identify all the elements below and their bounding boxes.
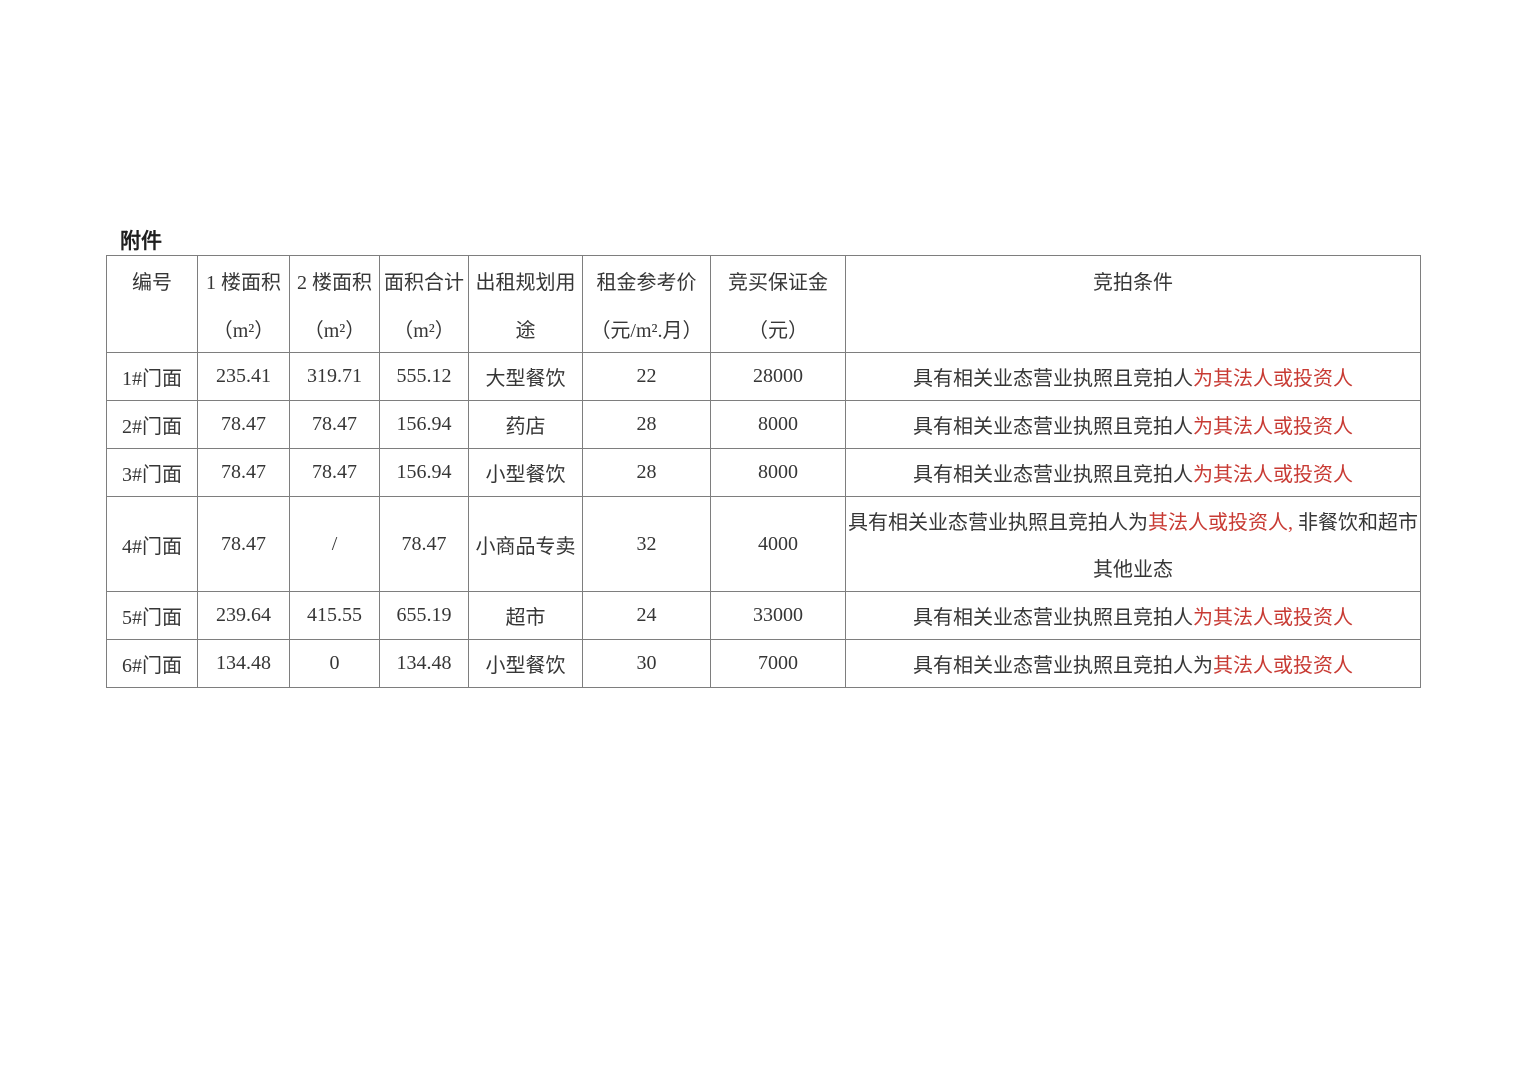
cell-planned-use: 药店 <box>468 400 583 449</box>
condition-text: 具有相关业态营业执照且竞拍人为 <box>848 512 1148 534</box>
table-row: 6#门面 134.48 0 134.48 小型餐饮 30 7000 具有相关业态… <box>106 639 1421 688</box>
condition-line2: 其他业态 <box>1093 559 1173 581</box>
header-cell-total-area: 面积合计 （m²） <box>379 255 469 353</box>
header-line2: （m²） <box>212 319 275 342</box>
header-line1: 1 楼面积 <box>206 271 281 294</box>
header-cell-floor2-area: 2 楼面积 （m²） <box>289 255 380 353</box>
cell-deposit: 28000 <box>710 352 846 401</box>
cell-id: 1#门面 <box>106 352 198 401</box>
cell-floor1-area: 134.48 <box>197 639 290 688</box>
cell-total-area: 156.94 <box>379 448 469 497</box>
condition-text: 具有相关业态营业执照且竞拍人 <box>913 464 1193 486</box>
condition-text-red: 为其法人或投资人 <box>1193 464 1353 486</box>
cell-deposit: 33000 <box>710 591 846 640</box>
cell-id: 6#门面 <box>106 639 198 688</box>
condition-text: 具有相关业态营业执照且竞拍人 <box>913 368 1193 390</box>
cell-total-area: 655.19 <box>379 591 469 640</box>
table-row: 4#门面 78.47 / 78.47 小商品专卖 32 4000 具有相关业态营… <box>106 496 1421 592</box>
cell-deposit: 8000 <box>710 448 846 497</box>
condition-text: 非餐饮和超市 <box>1293 512 1418 534</box>
header-cell-auction-conditions: 竞拍条件 <box>845 255 1421 353</box>
condition-text-red: 为其法人或投资人 <box>1193 416 1353 438</box>
header-line2: （m²） <box>393 319 455 342</box>
condition-text: 具有相关业态营业执照且竞拍人 <box>913 607 1193 629</box>
cell-auction-condition: 具有相关业态营业执照且竞拍人为其法人或投资人 <box>845 639 1421 688</box>
cell-planned-use: 超市 <box>468 591 583 640</box>
cell-floor1-area: 78.47 <box>197 448 290 497</box>
header-line1: 租金参考价 <box>596 271 697 294</box>
header-cell-planned-use: 出租规划用 途 <box>468 255 583 353</box>
cell-reference-rent: 28 <box>582 448 711 497</box>
cell-auction-condition: 具有相关业态营业执照且竞拍人为其法人或投资人 <box>845 591 1421 640</box>
cell-floor1-area: 78.47 <box>197 400 290 449</box>
table-row: 2#门面 78.47 78.47 156.94 药店 28 8000 具有相关业… <box>106 400 1421 449</box>
header-line1: 编号 <box>132 271 172 294</box>
cell-floor2-area: 319.71 <box>289 352 380 401</box>
condition-text-red: 其法人或投资人, <box>1148 512 1293 534</box>
cell-deposit: 7000 <box>710 639 846 688</box>
cell-planned-use: 小商品专卖 <box>468 496 583 592</box>
header-cell-reference-rent: 租金参考价 （元/m².月） <box>582 255 711 353</box>
header-line1: 竞买保证金 <box>728 271 828 294</box>
cell-floor2-area: 78.47 <box>289 400 380 449</box>
cell-id: 4#门面 <box>106 496 198 592</box>
cell-deposit: 8000 <box>710 400 846 449</box>
cell-auction-condition: 具有相关业态营业执照且竞拍人为其法人或投资人 <box>845 448 1421 497</box>
cell-reference-rent: 24 <box>582 591 711 640</box>
header-cell-floor1-area: 1 楼面积 （m²） <box>197 255 290 353</box>
cell-reference-rent: 28 <box>582 400 711 449</box>
header-line2: （元/m².月） <box>590 319 703 342</box>
header-line1: 竞拍条件 <box>1093 271 1173 294</box>
cell-planned-use: 小型餐饮 <box>468 448 583 497</box>
condition-line1: 具有相关业态营业执照且竞拍人为 其法人或投资人, 非餐饮和超市 <box>847 498 1420 545</box>
cell-deposit: 4000 <box>710 496 846 592</box>
header-line2: （m²） <box>303 319 366 342</box>
header-line2: 途 <box>515 319 536 342</box>
header-line2 <box>847 304 1420 352</box>
header-line2 <box>108 304 197 352</box>
header-line2: （元） <box>748 319 808 342</box>
header-line1: 出租规划用 <box>475 271 576 294</box>
cell-floor2-area: 415.55 <box>289 591 380 640</box>
table-header-row: 编号 1 楼面积 （m²） 2 楼面积 （m²） 面积合计 （m²） 出租规划用 <box>106 255 1421 353</box>
header-cell-id: 编号 <box>106 255 198 353</box>
header-line1: 2 楼面积 <box>297 271 372 294</box>
cell-id: 2#门面 <box>106 400 198 449</box>
cell-total-area: 555.12 <box>379 352 469 401</box>
cell-floor1-area: 239.64 <box>197 591 290 640</box>
cell-total-area: 134.48 <box>379 639 469 688</box>
cell-reference-rent: 30 <box>582 639 711 688</box>
cell-planned-use: 大型餐饮 <box>468 352 583 401</box>
table-row: 1#门面 235.41 319.71 555.12 大型餐饮 22 28000 … <box>106 352 1421 401</box>
cell-floor1-area: 235.41 <box>197 352 290 401</box>
condition-text-red: 为其法人或投资人 <box>1193 368 1353 390</box>
attachment-label: 附件 <box>120 230 162 253</box>
cell-floor2-area: / <box>289 496 380 592</box>
cell-total-area: 156.94 <box>379 400 469 449</box>
cell-total-area: 78.47 <box>379 496 469 592</box>
cell-floor2-area: 78.47 <box>289 448 380 497</box>
condition-text-red: 为其法人或投资人 <box>1193 607 1353 629</box>
table-row: 5#门面 239.64 415.55 655.19 超市 24 33000 具有… <box>106 591 1421 640</box>
condition-text: 具有相关业态营业执照且竞拍人为 <box>913 655 1213 677</box>
cell-floor2-area: 0 <box>289 639 380 688</box>
storefront-auction-table: 编号 1 楼面积 （m²） 2 楼面积 （m²） 面积合计 （m²） 出租规划用 <box>106 255 1421 688</box>
cell-auction-condition: 具有相关业态营业执照且竞拍人为其法人或投资人 <box>845 400 1421 449</box>
table-row: 3#门面 78.47 78.47 156.94 小型餐饮 28 8000 具有相… <box>106 448 1421 497</box>
condition-text: 具有相关业态营业执照且竞拍人 <box>913 416 1193 438</box>
header-line1: 面积合计 <box>384 271 464 294</box>
condition-text-red: 其法人或投资人 <box>1213 655 1353 677</box>
cell-floor1-area: 78.47 <box>197 496 290 592</box>
cell-id: 3#门面 <box>106 448 198 497</box>
header-cell-deposit: 竞买保证金 （元） <box>710 255 846 353</box>
cell-reference-rent: 22 <box>582 352 711 401</box>
cell-id: 5#门面 <box>106 591 198 640</box>
cell-reference-rent: 32 <box>582 496 711 592</box>
cell-auction-condition: 具有相关业态营业执照且竞拍人为其法人或投资人 <box>845 352 1421 401</box>
cell-planned-use: 小型餐饮 <box>468 639 583 688</box>
cell-auction-condition: 具有相关业态营业执照且竞拍人为 其法人或投资人, 非餐饮和超市 其他业态 <box>845 496 1421 592</box>
